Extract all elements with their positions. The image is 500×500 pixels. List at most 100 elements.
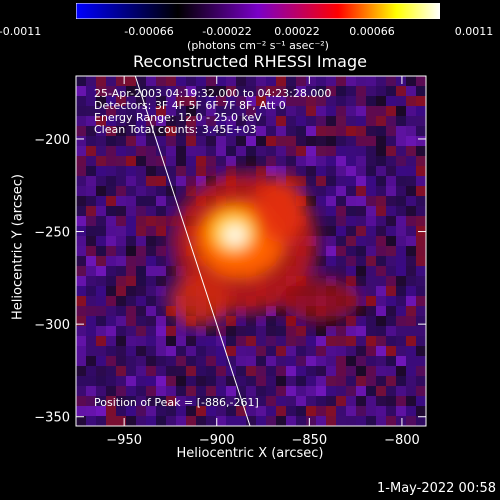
heatmap-cell xyxy=(216,396,226,406)
heatmap-cell xyxy=(206,96,216,106)
heatmap-cell xyxy=(366,376,376,386)
heatmap-cell xyxy=(386,126,396,136)
heatmap-cell xyxy=(106,246,116,256)
heatmap-cell xyxy=(246,106,256,116)
heatmap-cell xyxy=(206,166,216,176)
heatmap-cell xyxy=(276,376,286,386)
heatmap-cell xyxy=(266,166,276,176)
heatmap-cell xyxy=(396,316,406,326)
heatmap-cell xyxy=(176,146,186,156)
heatmap-cell xyxy=(326,156,336,166)
heatmap-cell xyxy=(126,96,136,106)
heatmap-cell xyxy=(376,146,386,156)
heatmap-cell xyxy=(396,276,406,286)
heatmap-cell xyxy=(96,226,106,236)
heatmap-cell xyxy=(236,416,246,426)
heatmap-cell xyxy=(156,146,166,156)
heatmap-cell xyxy=(286,126,296,136)
heatmap-cell xyxy=(386,246,396,256)
heatmap-cell xyxy=(416,176,426,186)
heatmap-cell xyxy=(246,326,256,336)
heatmap-cell xyxy=(256,156,266,166)
heatmap-cell xyxy=(236,86,246,96)
heatmap-cell xyxy=(146,376,156,386)
heatmap-cell xyxy=(76,116,86,126)
heatmap-cell xyxy=(286,116,296,126)
heatmap-cell xyxy=(316,366,326,376)
heatmap-cell xyxy=(276,416,286,426)
heatmap-cell xyxy=(306,416,316,426)
heatmap-cell xyxy=(226,156,236,166)
heatmap-cell xyxy=(116,86,126,96)
heatmap-cell xyxy=(206,416,216,426)
heatmap-cell xyxy=(346,156,356,166)
heatmap-cell xyxy=(286,76,296,86)
heatmap-cell xyxy=(126,336,136,346)
heatmap-cell xyxy=(296,136,306,146)
heatmap-cell xyxy=(356,276,366,286)
heatmap-cell xyxy=(126,366,136,376)
heatmap-cell xyxy=(326,216,336,226)
heatmap-cell xyxy=(136,206,146,216)
heatmap-cell xyxy=(346,326,356,336)
colorbar-tick-4: 0.00066 xyxy=(349,25,395,38)
heatmap-cell xyxy=(316,216,326,226)
heatmap-cell xyxy=(326,356,336,366)
heatmap-cell xyxy=(316,126,326,136)
heatmap-cell xyxy=(216,166,226,176)
heatmap-cell xyxy=(156,226,166,236)
heatmap-cell xyxy=(276,386,286,396)
heatmap-cell xyxy=(206,326,216,336)
heatmap-cell xyxy=(256,96,266,106)
heatmap-cell xyxy=(416,236,426,246)
heatmap-cell xyxy=(146,286,156,296)
heatmap-cell xyxy=(376,276,386,286)
heatmap-cell xyxy=(286,336,296,346)
heatmap-cell xyxy=(136,176,146,186)
heatmap-cell xyxy=(266,126,276,136)
heatmap-cell xyxy=(76,416,86,426)
heatmap-cell xyxy=(196,156,206,166)
heatmap-cell xyxy=(346,346,356,356)
heatmap-cell xyxy=(386,106,396,116)
heatmap-cell xyxy=(326,406,336,416)
heatmap-cell xyxy=(336,396,346,406)
heatmap-cell xyxy=(146,206,156,216)
heatmap-cell xyxy=(336,376,346,386)
heatmap-cell xyxy=(336,366,346,376)
heatmap-cell xyxy=(146,166,156,176)
heatmap-cell xyxy=(96,356,106,366)
heatmap-cell xyxy=(406,116,416,126)
heatmap-cell xyxy=(386,96,396,106)
heatmap-cell xyxy=(256,346,266,356)
heatmap-cell xyxy=(276,96,286,106)
heatmap-cell xyxy=(86,176,96,186)
heatmap-cell xyxy=(406,216,416,226)
heatmap-cell xyxy=(236,356,246,366)
heatmap-cell xyxy=(206,386,216,396)
heatmap-cell xyxy=(136,346,146,356)
heatmap-cell xyxy=(86,276,96,286)
heatmap-cell xyxy=(416,136,426,146)
heatmap-cell xyxy=(136,116,146,126)
heatmap-cell xyxy=(126,346,136,356)
heatmap-cell xyxy=(166,376,176,386)
heatmap-cell xyxy=(406,106,416,116)
heatmap-cell xyxy=(346,186,356,196)
heatmap-cell xyxy=(386,316,396,326)
heatmap-cell xyxy=(316,176,326,186)
heatmap-cell xyxy=(236,106,246,116)
heatmap-cell xyxy=(356,116,366,126)
heatmap-cell xyxy=(86,146,96,156)
heatmap-cell xyxy=(336,276,346,286)
heatmap-cell xyxy=(386,306,396,316)
heatmap-cell xyxy=(236,336,246,346)
heatmap-cell xyxy=(146,396,156,406)
colorbar-unit-label: (photons cm⁻² s⁻¹ asec⁻²) xyxy=(187,39,329,52)
heatmap-cell xyxy=(186,376,196,386)
heatmap-cell xyxy=(416,406,426,416)
heatmap-cell xyxy=(356,206,366,216)
x-tick-label: −800 xyxy=(384,433,420,448)
heatmap-cell xyxy=(166,316,176,326)
heatmap-cell xyxy=(286,376,296,386)
